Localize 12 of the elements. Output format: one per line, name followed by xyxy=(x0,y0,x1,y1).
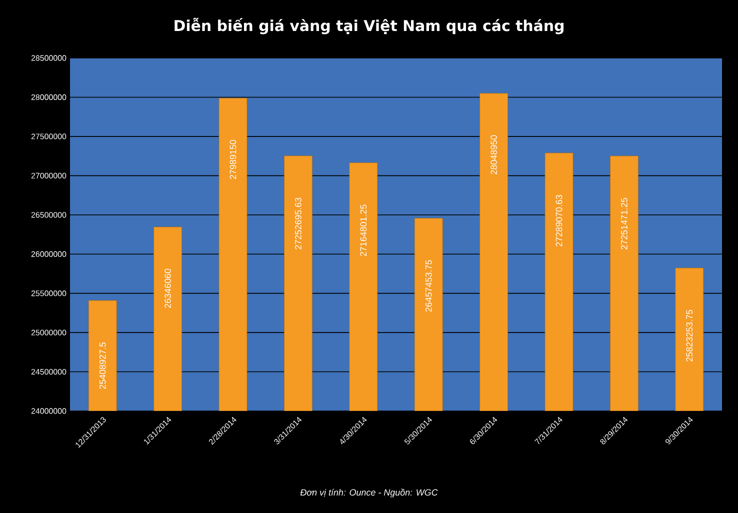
data-label: 25823253.75 xyxy=(686,310,693,362)
data-label: 26457453.75 xyxy=(425,260,432,312)
data-label: 27289070.63 xyxy=(556,194,562,246)
chart-title: Diễn biến giá vàng tại Việt Nam qua các tháng xyxy=(174,18,564,34)
data-label: 28048950 xyxy=(490,135,497,174)
data-label: 27989150 xyxy=(230,140,236,180)
data-label: 27251471.25 xyxy=(621,198,628,250)
data-label: 26346060 xyxy=(164,268,171,308)
data-label: 27164801.25 xyxy=(360,204,367,256)
text: Đơn vị tính: Ounce - Nguồn: WGC xyxy=(300,488,438,498)
data-label: 25408927.5 xyxy=(99,342,106,389)
data-label: 27252695.63 xyxy=(295,198,302,250)
